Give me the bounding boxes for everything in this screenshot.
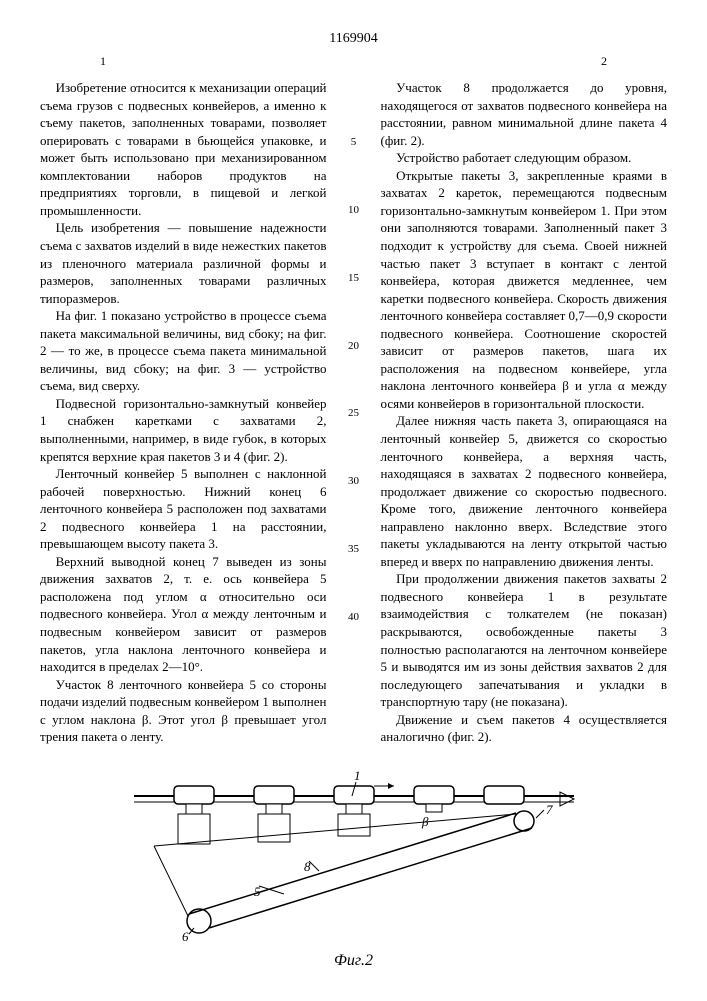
figure-2: 1 β 7 5 8 6 Фиг.2 bbox=[40, 766, 667, 972]
label-beta: β bbox=[421, 814, 429, 829]
paragraph: Подвесной горизонтально-замкнутый конвей… bbox=[40, 395, 327, 465]
line-number-gutter: 5 10 15 20 25 30 35 40 bbox=[345, 79, 363, 746]
patent-number: 1169904 bbox=[40, 30, 667, 49]
paragraph: Далее нижняя часть пакета 3, опирающаяся… bbox=[381, 412, 668, 570]
line-number: 10 bbox=[345, 203, 363, 218]
pulley-6 bbox=[187, 909, 211, 933]
right-column: Участок 8 продолжается до уровня, находя… bbox=[381, 79, 668, 746]
carriage bbox=[484, 786, 524, 804]
paragraph: На фиг. 1 показано устройство в процессе… bbox=[40, 307, 327, 395]
paragraph: Участок 8 ленточного конвейера 5 со стор… bbox=[40, 676, 327, 746]
paragraph: Цель изобретения — повышение надежности … bbox=[40, 219, 327, 307]
paragraph: Устройство работает следующим образом. bbox=[381, 149, 668, 167]
left-column: Изобретение относится к механизации опер… bbox=[40, 79, 327, 746]
carriage bbox=[414, 786, 454, 812]
figure-svg: 1 β 7 5 8 6 bbox=[104, 766, 604, 946]
line-number: 40 bbox=[345, 610, 363, 625]
paragraph: Изобретение относится к механизации опер… bbox=[40, 79, 327, 219]
label-1: 1 bbox=[354, 768, 361, 783]
paragraph: Участок 8 продолжается до уровня, находя… bbox=[381, 79, 668, 149]
page-num-left: 1 bbox=[100, 53, 106, 69]
label-6: 6 bbox=[182, 929, 189, 944]
carriage bbox=[174, 786, 214, 844]
line-number: 5 bbox=[345, 135, 363, 150]
line-number: 30 bbox=[345, 474, 363, 489]
paragraph: Открытые пакеты 3, закрепленные краями в… bbox=[381, 167, 668, 413]
line-number: 35 bbox=[345, 542, 363, 557]
page-num-right: 2 bbox=[601, 53, 607, 69]
paragraph: Ленточный конвейер 5 выполнен с наклонно… bbox=[40, 465, 327, 553]
paragraph: При продолжении движения пакетов захваты… bbox=[381, 570, 668, 710]
figure-caption: Фиг.2 bbox=[40, 950, 667, 972]
paragraph: Верхний выводной конец 7 выведен из зоны… bbox=[40, 553, 327, 676]
line-number: 20 bbox=[345, 339, 363, 354]
carriage bbox=[254, 786, 294, 842]
label-7: 7 bbox=[546, 802, 553, 817]
line-number: 25 bbox=[345, 406, 363, 421]
text-columns: Изобретение относится к механизации опер… bbox=[40, 79, 667, 746]
line-number: 15 bbox=[345, 271, 363, 286]
page-numbers: 1 2 bbox=[100, 53, 607, 69]
paragraph: Движение и съем пакетов 4 осуществляется… bbox=[381, 711, 668, 746]
